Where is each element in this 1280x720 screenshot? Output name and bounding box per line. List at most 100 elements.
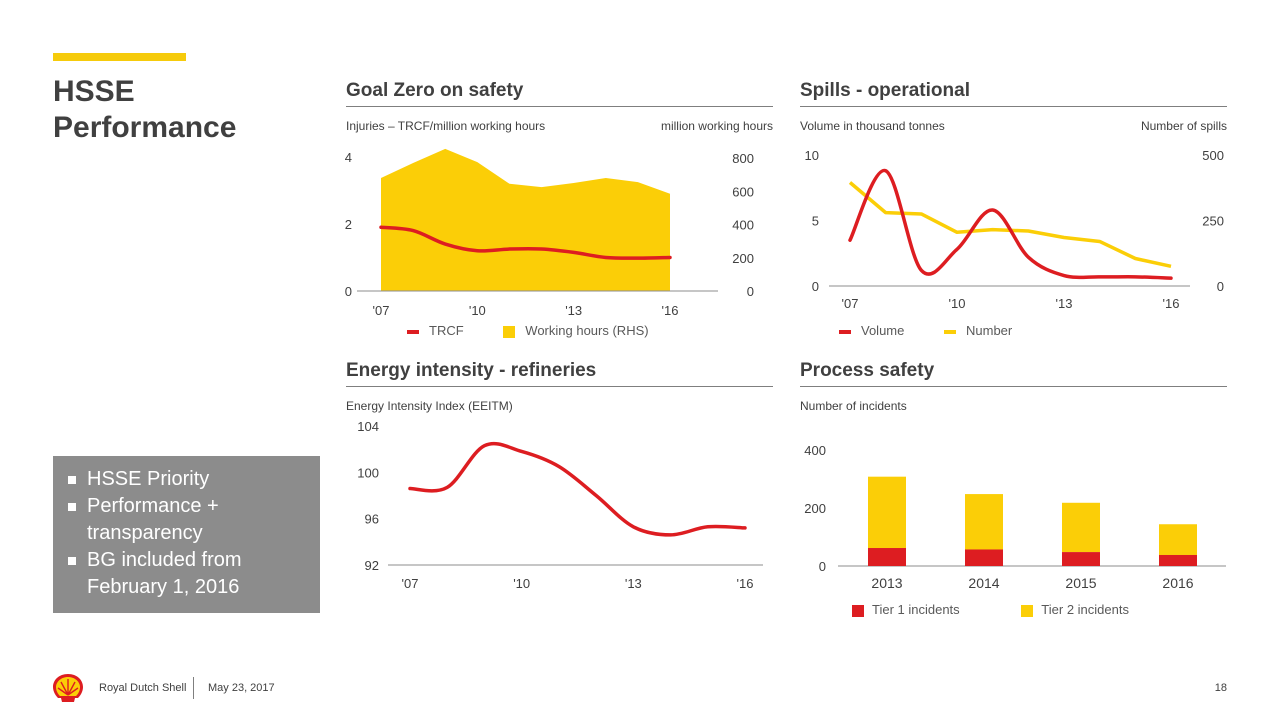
page-title-line1: HSSE <box>53 75 135 108</box>
left-y-tick-label: 92 <box>365 558 379 573</box>
x-tick-label: '10 <box>513 576 530 591</box>
goal-zero-right-axis-label: million working hours <box>660 119 773 133</box>
page-number: 18 <box>1214 682 1227 694</box>
tier2-bar <box>1062 502 1100 553</box>
left-y-tick-label: 10 <box>805 148 819 163</box>
legend-swatch-tier1 <box>852 604 864 617</box>
footer-divider <box>193 677 194 699</box>
left-y-tick-label: 5 <box>812 214 819 229</box>
x-tick-label: '16 <box>1163 296 1180 311</box>
x-tick-label: 2016 <box>1162 575 1193 591</box>
left-y-tick-label: 0 <box>812 279 819 294</box>
spills-legend: Volume Number <box>839 323 1048 338</box>
right-y-tick-label: 0 <box>1217 279 1224 294</box>
right-y-tick-label: 800 <box>732 151 754 166</box>
process-safety-legend: Tier 1 incidents Tier 2 incidents <box>852 602 1165 617</box>
legend-item-working-hours: Working hours (RHS) <box>503 323 649 338</box>
left-y-tick-label: 400 <box>804 443 826 458</box>
tier2-bar <box>965 494 1003 550</box>
x-tick-label: '16 <box>737 576 754 591</box>
footer: Royal Dutch Shell May 23, 2017 18 <box>0 672 1280 708</box>
process-safety-axis-label: Number of incidents <box>800 399 907 413</box>
left-y-tick-label: 4 <box>345 150 352 165</box>
highlight-item: Performance + transparency <box>67 493 310 547</box>
energy-title: Energy intensity - refineries <box>346 360 597 381</box>
right-y-tick-label: 0 <box>747 284 754 299</box>
left-y-tick-label: 100 <box>357 465 379 480</box>
x-tick-label: '13 <box>625 576 642 591</box>
highlights-box: HSSE Priority Performance + transparency… <box>53 456 320 613</box>
highlight-item: HSSE Priority <box>67 466 310 493</box>
spills-title: Spills - operational <box>800 80 970 101</box>
left-y-tick-label: 2 <box>345 217 352 232</box>
shell-logo-icon <box>53 674 83 702</box>
legend-label-trcf: TRCF <box>429 323 464 338</box>
legend-label-working-hours: Working hours (RHS) <box>525 323 649 338</box>
legend-item-volume: Volume <box>839 323 904 338</box>
trcf-line <box>379 225 672 260</box>
volume-line <box>848 168 1173 280</box>
goal-zero-rule <box>346 106 773 107</box>
left-y-tick-label: 96 <box>365 512 379 527</box>
tier1-bar <box>868 548 906 566</box>
tier1-bar <box>965 549 1003 566</box>
eei-line <box>408 441 747 537</box>
tier2-bar <box>868 476 906 549</box>
x-tick-label: '10 <box>469 303 486 318</box>
legend-swatch-trcf <box>407 329 419 334</box>
accent-bar <box>53 53 186 61</box>
tier1-bar <box>1159 554 1197 566</box>
left-y-tick-label: 200 <box>804 501 826 516</box>
left-y-tick-label: 0 <box>345 284 352 299</box>
right-y-tick-label: 500 <box>1202 148 1224 163</box>
legend-item-tier2: Tier 2 incidents <box>1021 602 1129 617</box>
legend-label-tier1: Tier 1 incidents <box>872 602 960 617</box>
x-tick-label: '16 <box>662 303 679 318</box>
page-title-line2: Performance <box>53 111 237 144</box>
x-tick-label: '13 <box>565 303 582 318</box>
x-tick-label: 2014 <box>968 575 999 591</box>
legend-item-number: Number <box>944 323 1012 338</box>
left-y-tick-label: 104 <box>357 419 379 434</box>
footer-company: Royal Dutch Shell <box>99 682 187 694</box>
footer-date: May 23, 2017 <box>208 682 275 694</box>
x-tick-label: '13 <box>1056 296 1073 311</box>
x-tick-label: '07 <box>842 296 859 311</box>
right-y-tick-label: 250 <box>1202 214 1224 229</box>
legend-swatch-number <box>944 329 956 334</box>
legend-label-number: Number <box>966 323 1013 338</box>
x-tick-label: 2015 <box>1065 575 1096 591</box>
legend-label-tier2: Tier 2 incidents <box>1041 602 1129 617</box>
highlights-list: HSSE Priority Performance + transparency… <box>53 456 320 601</box>
spills-left-axis-label: Volume in thousand tonnes <box>800 119 945 133</box>
tier1-bar <box>1062 552 1100 566</box>
process-safety-rule <box>800 386 1227 387</box>
process-safety-title: Process safety <box>800 360 935 381</box>
tier2-bar <box>1159 524 1197 555</box>
energy-axis-label: Energy Intensity Index (EEITM) <box>346 399 513 413</box>
legend-swatch-working-hours <box>503 325 516 338</box>
legend-item-trcf: TRCF <box>407 323 464 338</box>
legend-label-volume: Volume <box>861 323 905 338</box>
page-title: HSSE Performance <box>53 74 313 146</box>
right-y-tick-label: 600 <box>732 184 754 199</box>
legend-swatch-volume <box>839 329 851 334</box>
x-tick-label: '07 <box>402 576 419 591</box>
x-tick-label: 2013 <box>871 575 902 591</box>
x-tick-label: '10 <box>949 296 966 311</box>
spills-right-axis-label: Number of spills <box>1140 119 1227 133</box>
goal-zero-legend: TRCF Working hours (RHS) <box>407 323 685 338</box>
working-hours-area <box>381 148 670 291</box>
highlight-item: BG included from February 1, 2016 <box>67 547 310 601</box>
goal-zero-left-axis-label: Injuries – TRCF/million working hours <box>346 119 546 133</box>
goal-zero-title: Goal Zero on safety <box>346 80 524 101</box>
x-tick-label: '07 <box>373 303 390 318</box>
energy-rule <box>346 386 773 387</box>
left-y-tick-label: 0 <box>819 559 826 574</box>
right-y-tick-label: 200 <box>732 251 754 266</box>
legend-item-tier1: Tier 1 incidents <box>852 602 960 617</box>
legend-swatch-tier2 <box>1021 604 1034 617</box>
right-y-tick-label: 400 <box>732 218 754 233</box>
spills-rule <box>800 106 1227 107</box>
